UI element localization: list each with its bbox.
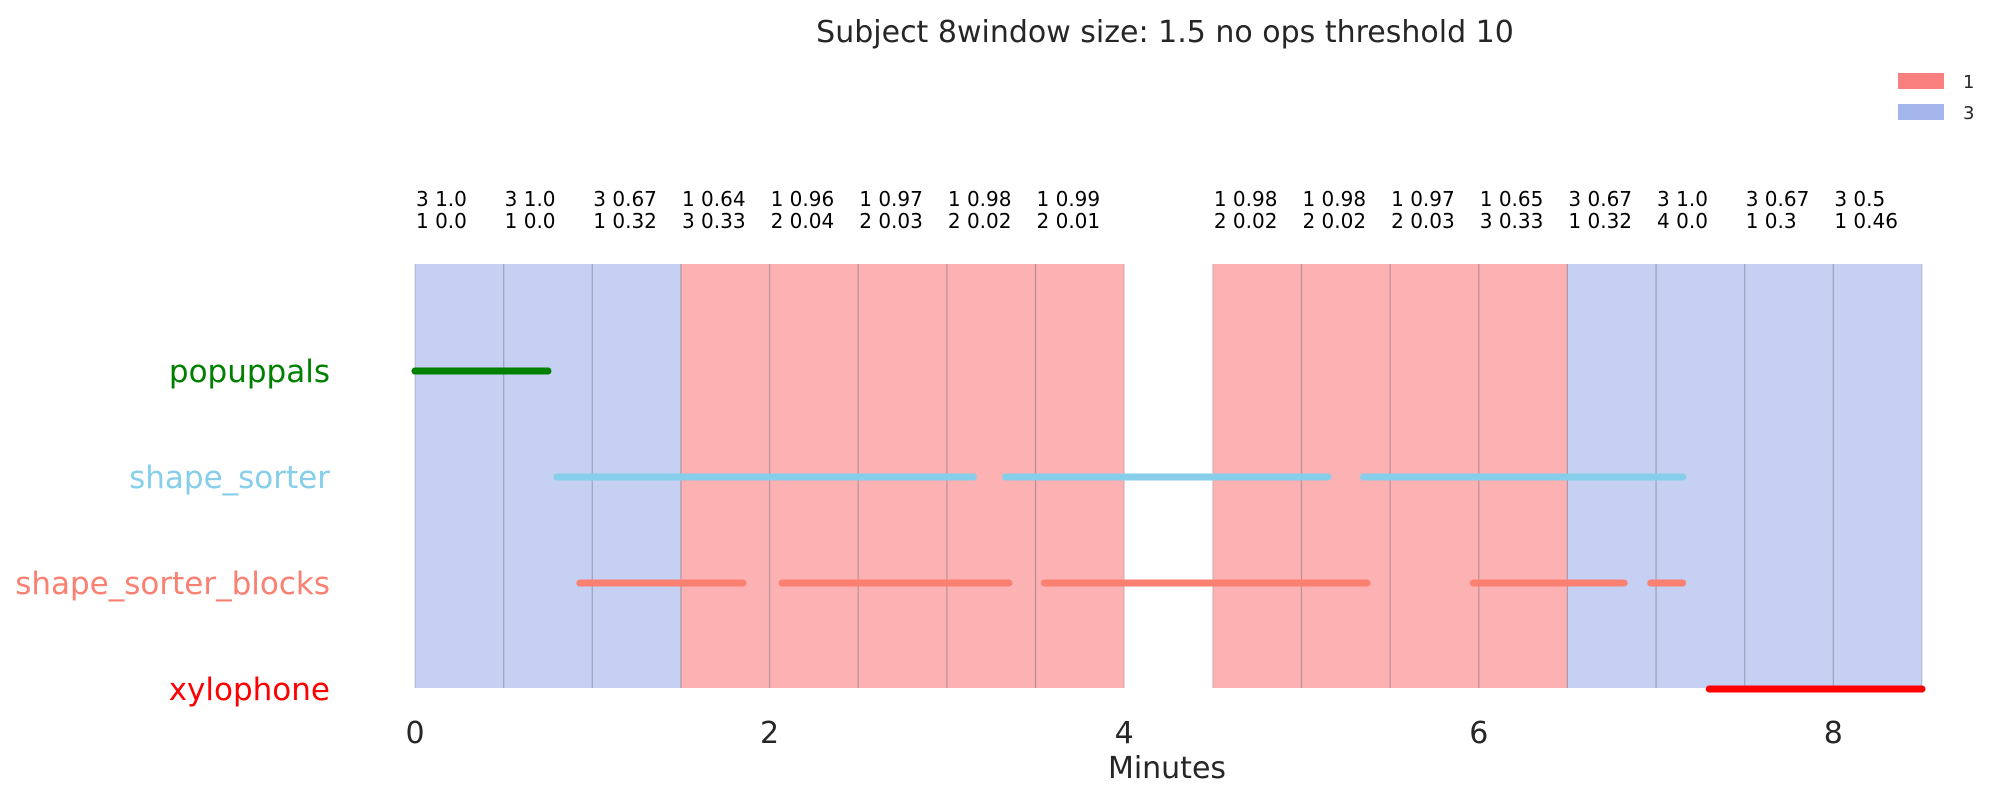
x-tick-label-4: 8 (1824, 716, 1843, 751)
window-annotation-bottom-3: 3 0.33 (682, 209, 746, 233)
x-tick-label-1: 2 (760, 716, 779, 751)
window-annotation-bottom-12: 1 0.32 (1568, 209, 1632, 233)
window-annotation-bottom-5: 2 0.03 (859, 209, 923, 233)
x-tick-label-2: 4 (1115, 716, 1134, 751)
window-annotation-bottom-1: 1 0.0 (505, 209, 556, 233)
legend-swatch-1 (1898, 73, 1944, 89)
window-annotation-bottom-8: 2 0.02 (1214, 209, 1278, 233)
window-annotation-bottom-11: 3 0.33 (1480, 209, 1544, 233)
window-annotation-top-13: 3 1.0 (1657, 187, 1708, 211)
window-annotation-bottom-10: 2 0.03 (1391, 209, 1455, 233)
window-annotation-top-4: 1 0.96 (771, 187, 835, 211)
window-annotation-bottom-13: 4 0.0 (1657, 209, 1708, 233)
window-annotation-top-2: 3 0.67 (593, 187, 657, 211)
window-annotation-bottom-6: 2 0.02 (948, 209, 1012, 233)
window-annotation-bottom-7: 2 0.01 (1037, 209, 1101, 233)
window-annotation-bottom-0: 1 0.0 (416, 209, 467, 233)
window-annotation-bottom-14: 1 0.3 (1746, 209, 1797, 233)
window-annotation-top-9: 1 0.98 (1302, 187, 1366, 211)
series-label-shape_sorter: shape_sorter (129, 460, 330, 496)
window-annotation-top-10: 1 0.97 (1391, 187, 1455, 211)
window-annotations: 3 1.01 0.03 1.01 0.03 0.671 0.321 0.643 … (416, 187, 1898, 233)
window-annotation-bottom-2: 1 0.32 (593, 209, 657, 233)
x-ticks: 0 2 4 6 8 (405, 716, 1842, 751)
window-annotation-top-5: 1 0.97 (859, 187, 923, 211)
series-label-xylophone: xylophone (169, 672, 330, 708)
window-rect-15 (1833, 264, 1922, 688)
window-annotation-top-0: 3 1.0 (416, 187, 467, 211)
legend: 1 3 (1898, 72, 1974, 124)
x-tick-label-0: 0 (405, 716, 424, 751)
window-rect-0 (415, 264, 504, 688)
window-annotation-top-15: 3 0.5 (1834, 187, 1885, 211)
window-annotation-top-3: 1 0.64 (682, 187, 746, 211)
window-rect-14 (1744, 264, 1834, 688)
window-annotation-bottom-4: 2 0.04 (771, 209, 835, 233)
series-label-popuppals: popuppals (169, 354, 330, 390)
chart-title: Subject 8window size: 1.5 no ops thresho… (816, 15, 1514, 50)
window-annotation-bottom-15: 1 0.46 (1834, 209, 1898, 233)
window-annotation-top-12: 3 0.67 (1568, 187, 1632, 211)
window-annotation-bottom-9: 2 0.02 (1302, 209, 1366, 233)
window-annotation-top-14: 3 0.67 (1746, 187, 1810, 211)
x-axis-label: Minutes (1108, 751, 1226, 786)
window-annotation-top-7: 1 0.99 (1037, 187, 1101, 211)
series-label-shape_sorter_blocks: shape_sorter_blocks (15, 566, 330, 602)
legend-swatch-3 (1898, 104, 1944, 120)
legend-label-3: 3 (1963, 103, 1974, 124)
legend-label-1: 1 (1963, 72, 1974, 93)
series-segments (411, 367, 1926, 693)
window-annotation-top-1: 3 1.0 (505, 187, 556, 211)
window-annotation-top-6: 1 0.98 (948, 187, 1012, 211)
series-labels: popuppals shape_sorter shape_sorter_blocks… (15, 354, 330, 708)
window-annotation-top-8: 1 0.98 (1214, 187, 1278, 211)
window-annotation-top-11: 1 0.65 (1480, 187, 1544, 211)
x-tick-label-3: 6 (1469, 716, 1488, 751)
